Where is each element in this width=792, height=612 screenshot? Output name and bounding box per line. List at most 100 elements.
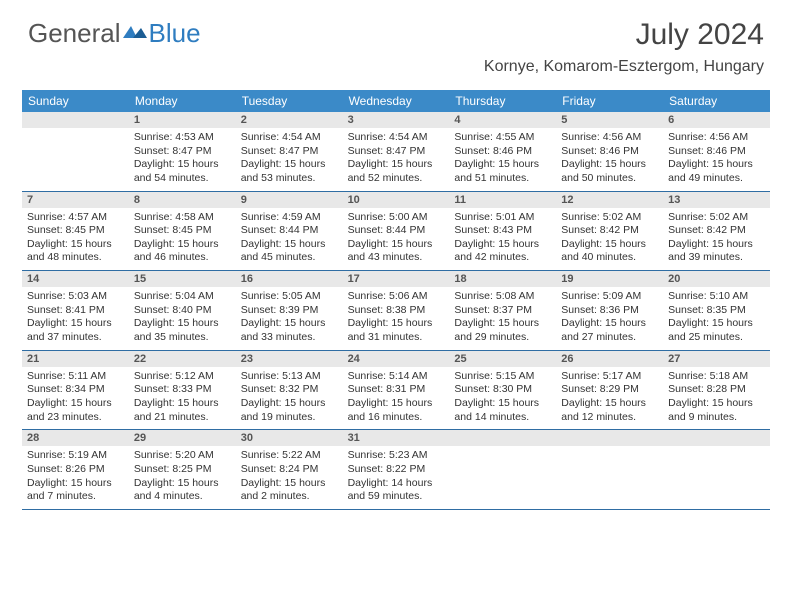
day-cell: 20Sunrise: 5:10 AMSunset: 8:35 PMDayligh… (663, 271, 770, 350)
day-cell: 14Sunrise: 5:03 AMSunset: 8:41 PMDayligh… (22, 271, 129, 350)
day-cell: 17Sunrise: 5:06 AMSunset: 8:38 PMDayligh… (343, 271, 450, 350)
day-number: 24 (343, 351, 450, 367)
sunrise-text: Sunrise: 4:56 AM (561, 131, 658, 145)
day-info: Sunrise: 4:59 AMSunset: 8:44 PMDaylight:… (236, 208, 343, 271)
day-number (556, 430, 663, 446)
day-number: 12 (556, 192, 663, 208)
sunrise-text: Sunrise: 5:02 AM (561, 211, 658, 225)
sunrise-text: Sunrise: 5:18 AM (668, 370, 765, 384)
day-info: Sunrise: 5:10 AMSunset: 8:35 PMDaylight:… (663, 287, 770, 350)
sunrise-text: Sunrise: 5:11 AM (27, 370, 124, 384)
day-info: Sunrise: 5:02 AMSunset: 8:42 PMDaylight:… (556, 208, 663, 271)
sunset-text: Sunset: 8:28 PM (668, 383, 765, 397)
sunrise-text: Sunrise: 5:06 AM (348, 290, 445, 304)
daylight-text: Daylight: 15 hours and 7 minutes. (27, 477, 124, 504)
day-info: Sunrise: 5:00 AMSunset: 8:44 PMDaylight:… (343, 208, 450, 271)
sunrise-text: Sunrise: 5:23 AM (348, 449, 445, 463)
day-cell: 2Sunrise: 4:54 AMSunset: 8:47 PMDaylight… (236, 112, 343, 191)
day-info: Sunrise: 5:04 AMSunset: 8:40 PMDaylight:… (129, 287, 236, 350)
sunset-text: Sunset: 8:43 PM (454, 224, 551, 238)
daylight-text: Daylight: 15 hours and 42 minutes. (454, 238, 551, 265)
day-cell: 22Sunrise: 5:12 AMSunset: 8:33 PMDayligh… (129, 351, 236, 430)
day-number: 23 (236, 351, 343, 367)
day-info: Sunrise: 5:15 AMSunset: 8:30 PMDaylight:… (449, 367, 556, 430)
day-cell: 6Sunrise: 4:56 AMSunset: 8:46 PMDaylight… (663, 112, 770, 191)
sunset-text: Sunset: 8:39 PM (241, 304, 338, 318)
sunset-text: Sunset: 8:45 PM (27, 224, 124, 238)
sunset-text: Sunset: 8:41 PM (27, 304, 124, 318)
sunset-text: Sunset: 8:47 PM (348, 145, 445, 159)
sunrise-text: Sunrise: 4:53 AM (134, 131, 231, 145)
daylight-text: Daylight: 15 hours and 33 minutes. (241, 317, 338, 344)
sunrise-text: Sunrise: 5:12 AM (134, 370, 231, 384)
day-info: Sunrise: 5:01 AMSunset: 8:43 PMDaylight:… (449, 208, 556, 271)
daylight-text: Daylight: 15 hours and 51 minutes. (454, 158, 551, 185)
day-number: 25 (449, 351, 556, 367)
day-number: 6 (663, 112, 770, 128)
sunrise-text: Sunrise: 4:54 AM (241, 131, 338, 145)
day-cell: 23Sunrise: 5:13 AMSunset: 8:32 PMDayligh… (236, 351, 343, 430)
day-number: 26 (556, 351, 663, 367)
sunset-text: Sunset: 8:47 PM (134, 145, 231, 159)
daylight-text: Daylight: 15 hours and 2 minutes. (241, 477, 338, 504)
day-number: 27 (663, 351, 770, 367)
day-info: Sunrise: 5:22 AMSunset: 8:24 PMDaylight:… (236, 446, 343, 509)
day-cell: 18Sunrise: 5:08 AMSunset: 8:37 PMDayligh… (449, 271, 556, 350)
day-cell: 15Sunrise: 5:04 AMSunset: 8:40 PMDayligh… (129, 271, 236, 350)
daylight-text: Daylight: 15 hours and 14 minutes. (454, 397, 551, 424)
day-info: Sunrise: 5:09 AMSunset: 8:36 PMDaylight:… (556, 287, 663, 350)
daylight-text: Daylight: 15 hours and 40 minutes. (561, 238, 658, 265)
sunset-text: Sunset: 8:25 PM (134, 463, 231, 477)
day-cell: 12Sunrise: 5:02 AMSunset: 8:42 PMDayligh… (556, 192, 663, 271)
day-number (22, 112, 129, 128)
day-info: Sunrise: 5:17 AMSunset: 8:29 PMDaylight:… (556, 367, 663, 430)
day-number: 3 (343, 112, 450, 128)
daylight-text: Daylight: 15 hours and 29 minutes. (454, 317, 551, 344)
day-cell (449, 430, 556, 509)
day-cell: 25Sunrise: 5:15 AMSunset: 8:30 PMDayligh… (449, 351, 556, 430)
daylight-text: Daylight: 15 hours and 27 minutes. (561, 317, 658, 344)
day-cell: 7Sunrise: 4:57 AMSunset: 8:45 PMDaylight… (22, 192, 129, 271)
day-number: 9 (236, 192, 343, 208)
sunset-text: Sunset: 8:31 PM (348, 383, 445, 397)
sunrise-text: Sunrise: 5:05 AM (241, 290, 338, 304)
week-row: 1Sunrise: 4:53 AMSunset: 8:47 PMDaylight… (22, 112, 770, 192)
sunrise-text: Sunrise: 5:10 AM (668, 290, 765, 304)
day-info: Sunrise: 5:18 AMSunset: 8:28 PMDaylight:… (663, 367, 770, 430)
daylight-text: Daylight: 15 hours and 53 minutes. (241, 158, 338, 185)
week-row: 21Sunrise: 5:11 AMSunset: 8:34 PMDayligh… (22, 351, 770, 431)
sunset-text: Sunset: 8:22 PM (348, 463, 445, 477)
sunset-text: Sunset: 8:42 PM (561, 224, 658, 238)
day-info: Sunrise: 5:20 AMSunset: 8:25 PMDaylight:… (129, 446, 236, 509)
sunset-text: Sunset: 8:37 PM (454, 304, 551, 318)
sunset-text: Sunset: 8:24 PM (241, 463, 338, 477)
day-number: 21 (22, 351, 129, 367)
sunrise-text: Sunrise: 4:55 AM (454, 131, 551, 145)
sunrise-text: Sunrise: 5:14 AM (348, 370, 445, 384)
day-info: Sunrise: 4:55 AMSunset: 8:46 PMDaylight:… (449, 128, 556, 191)
day-cell: 24Sunrise: 5:14 AMSunset: 8:31 PMDayligh… (343, 351, 450, 430)
daylight-text: Daylight: 15 hours and 52 minutes. (348, 158, 445, 185)
day-label-sun: Sunday (22, 90, 129, 112)
day-info: Sunrise: 5:14 AMSunset: 8:31 PMDaylight:… (343, 367, 450, 430)
daylight-text: Daylight: 15 hours and 35 minutes. (134, 317, 231, 344)
day-cell: 9Sunrise: 4:59 AMSunset: 8:44 PMDaylight… (236, 192, 343, 271)
sunrise-text: Sunrise: 5:00 AM (348, 211, 445, 225)
daylight-text: Daylight: 15 hours and 54 minutes. (134, 158, 231, 185)
day-info: Sunrise: 5:13 AMSunset: 8:32 PMDaylight:… (236, 367, 343, 430)
day-info: Sunrise: 5:05 AMSunset: 8:39 PMDaylight:… (236, 287, 343, 350)
day-number: 10 (343, 192, 450, 208)
title-block: July 2024 Kornye, Komarom-Esztergom, Hun… (484, 18, 764, 76)
calendar: Sunday Monday Tuesday Wednesday Thursday… (22, 90, 770, 510)
day-cell: 21Sunrise: 5:11 AMSunset: 8:34 PMDayligh… (22, 351, 129, 430)
day-header-row: Sunday Monday Tuesday Wednesday Thursday… (22, 90, 770, 112)
day-cell: 5Sunrise: 4:56 AMSunset: 8:46 PMDaylight… (556, 112, 663, 191)
day-number: 5 (556, 112, 663, 128)
day-cell: 3Sunrise: 4:54 AMSunset: 8:47 PMDaylight… (343, 112, 450, 191)
sunrise-text: Sunrise: 4:58 AM (134, 211, 231, 225)
sunrise-text: Sunrise: 5:08 AM (454, 290, 551, 304)
day-cell: 29Sunrise: 5:20 AMSunset: 8:25 PMDayligh… (129, 430, 236, 509)
week-row: 14Sunrise: 5:03 AMSunset: 8:41 PMDayligh… (22, 271, 770, 351)
sunset-text: Sunset: 8:46 PM (454, 145, 551, 159)
sunset-text: Sunset: 8:46 PM (668, 145, 765, 159)
